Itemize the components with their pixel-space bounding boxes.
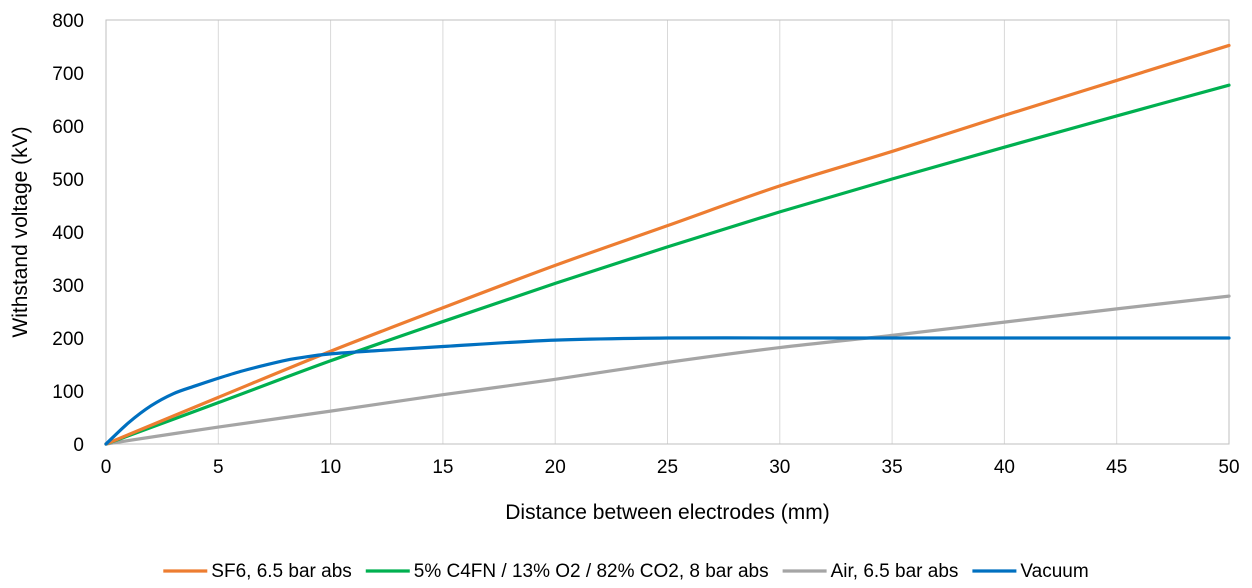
x-tick-label: 30 <box>769 457 790 478</box>
legend: SF6, 6.5 bar abs 5% C4FN / 13% O2 / 82% C… <box>163 561 1089 582</box>
series-line-2 <box>104 294 1231 446</box>
legend-label: Air, 6.5 bar abs <box>831 561 959 582</box>
y-tick-label: 300 <box>52 276 84 297</box>
x-tick-label: 45 <box>1106 457 1127 478</box>
x-tick-label: 5 <box>213 457 224 478</box>
y-tick-label: 500 <box>52 170 84 191</box>
series-line-1 <box>104 83 1231 446</box>
legend-label: 5% C4FN / 13% O2 / 82% CO2, 8 bar abs <box>414 561 769 582</box>
y-tick-label: 600 <box>52 117 84 138</box>
x-axis-title: Distance between electrodes (mm) <box>505 501 829 524</box>
x-tick-label: 10 <box>320 457 341 478</box>
x-tick-label: 40 <box>994 457 1015 478</box>
x-tick-label: 35 <box>882 457 903 478</box>
series-lines <box>104 43 1231 446</box>
y-tick-label: 100 <box>52 382 84 403</box>
y-tick-label: 700 <box>52 64 84 85</box>
x-tick-label: 50 <box>1218 457 1239 478</box>
series-line-0 <box>104 43 1231 446</box>
y-tick-label: 400 <box>52 223 84 244</box>
x-tick-label: 20 <box>545 457 566 478</box>
legend-item-2: Air, 6.5 bar abs <box>782 561 959 582</box>
legend-item-3: Vacuum <box>972 561 1089 582</box>
x-tick-label: 0 <box>101 457 112 478</box>
y-axis-tick-labels: 0 100 200 300 400 500 600 700 800 <box>52 11 84 456</box>
legend-item-1: 5% C4FN / 13% O2 / 82% CO2, 8 bar abs <box>365 561 769 582</box>
x-tick-label: 15 <box>432 457 453 478</box>
plot-area-border <box>105 19 1230 445</box>
series-line-3 <box>104 336 1231 446</box>
x-axis-tick-labels: 0 5 10 15 20 25 30 35 40 45 50 <box>101 457 1240 478</box>
y-tick-label: 200 <box>52 329 84 350</box>
y-axis-title: Withstand voltage (kV) <box>9 126 32 337</box>
legend-item-0: SF6, 6.5 bar abs <box>163 561 352 582</box>
legend-label: SF6, 6.5 bar abs <box>211 561 351 582</box>
y-tick-label: 0 <box>73 435 84 456</box>
y-tick-label: 800 <box>52 11 84 32</box>
x-tick-label: 25 <box>657 457 678 478</box>
legend-label: Vacuum <box>1020 561 1088 582</box>
